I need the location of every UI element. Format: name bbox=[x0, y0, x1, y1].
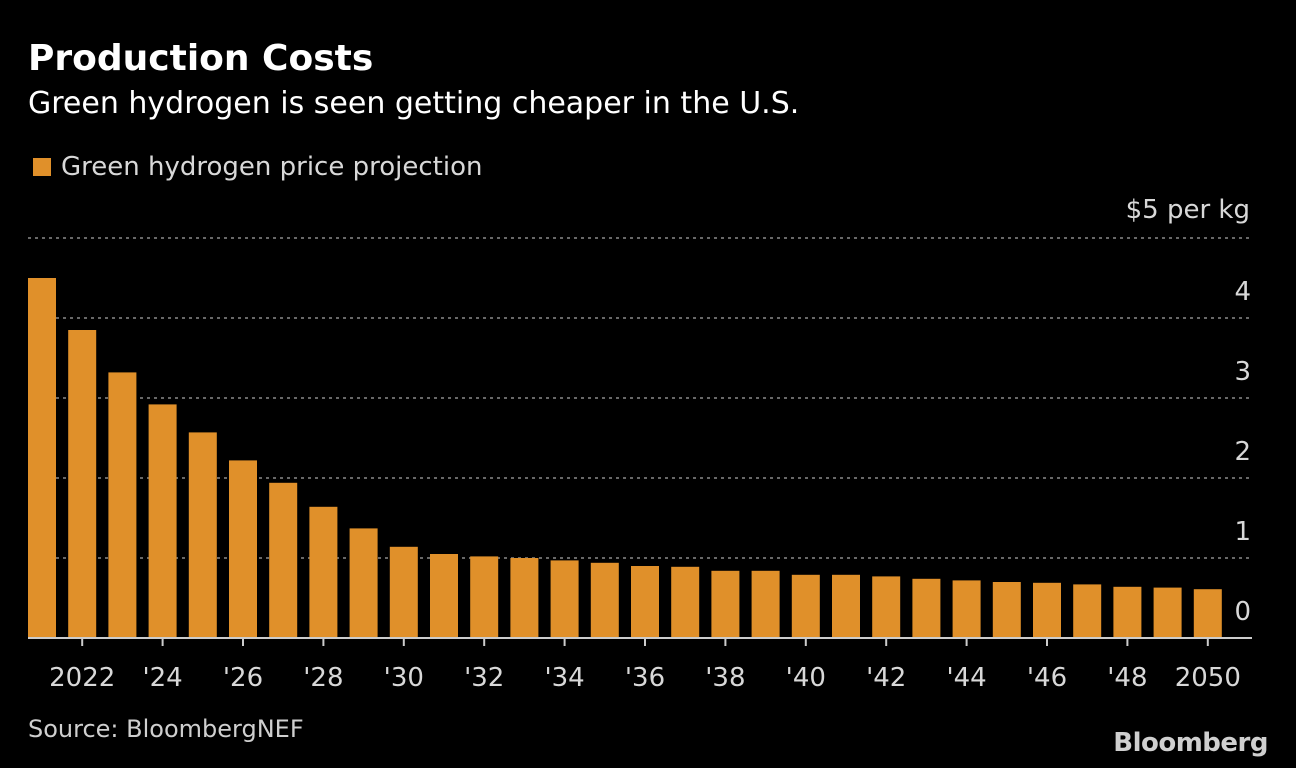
bar-2047 bbox=[1073, 584, 1102, 638]
bar-chart: 0 1 2 3 4 2022 '24 '26 '28 '30 '32 '34 '36 '38 '40 '42… bbox=[28, 237, 1252, 693]
legend-swatch bbox=[33, 158, 51, 176]
bar-2044 bbox=[952, 580, 981, 638]
bar-2038 bbox=[711, 570, 740, 638]
x-tick-label: '48 bbox=[1107, 663, 1147, 693]
legend: Green hydrogen price projection bbox=[33, 152, 482, 182]
chart-subtitle: Green hydrogen is seen getting cheaper i… bbox=[28, 86, 800, 121]
bar-2026 bbox=[229, 460, 257, 638]
bar-2028 bbox=[309, 506, 338, 638]
bar-2037 bbox=[671, 566, 700, 638]
bar-2035 bbox=[590, 562, 619, 638]
x-tick-label: '32 bbox=[464, 663, 504, 693]
bar-2040 bbox=[791, 574, 820, 638]
bar-2022 bbox=[68, 330, 97, 638]
chart-title: Production Costs bbox=[28, 38, 374, 79]
y-tick-label: 3 bbox=[1234, 357, 1251, 387]
x-tick-label: '28 bbox=[303, 663, 343, 693]
x-tick-label: '44 bbox=[946, 663, 986, 693]
x-tick-label: '36 bbox=[625, 663, 665, 693]
bar-2034 bbox=[550, 560, 579, 638]
bar-2045 bbox=[992, 582, 1021, 638]
bar-2050 bbox=[1193, 589, 1222, 638]
bar-2049 bbox=[1153, 587, 1182, 638]
x-tick-label: '24 bbox=[142, 663, 182, 693]
bar-2036 bbox=[631, 566, 659, 638]
y-axis-ticks: 0 1 2 3 4 bbox=[1234, 277, 1251, 627]
y-tick-label: 2 bbox=[1234, 437, 1251, 467]
bar-2030 bbox=[389, 546, 418, 638]
y-tick-label: 0 bbox=[1234, 597, 1251, 627]
bar-2033 bbox=[510, 558, 539, 638]
bar-2031 bbox=[430, 554, 458, 638]
bar-2021 bbox=[28, 278, 56, 638]
x-tick-label: '30 bbox=[384, 663, 424, 693]
bar-2046 bbox=[1033, 582, 1061, 638]
bloomberg-logo: Bloomberg bbox=[1113, 728, 1268, 758]
x-tick-label: '40 bbox=[786, 663, 826, 693]
source-note: Source: BloombergNEF bbox=[28, 715, 304, 743]
x-tick-label: '26 bbox=[223, 663, 263, 693]
x-tick-label: '46 bbox=[1027, 663, 1067, 693]
x-tick-label: 2022 bbox=[49, 663, 115, 693]
bar-2048 bbox=[1113, 586, 1142, 638]
bar-2025 bbox=[188, 432, 217, 638]
bar-2043 bbox=[912, 578, 941, 638]
bar-2042 bbox=[872, 576, 901, 638]
bar-2024 bbox=[148, 404, 177, 638]
y-tick-label: 1 bbox=[1234, 517, 1251, 547]
x-tick-label: 2050 bbox=[1175, 663, 1241, 693]
bar-2029 bbox=[349, 528, 378, 638]
bar-2023 bbox=[108, 372, 137, 638]
bar-2027 bbox=[269, 482, 298, 638]
bar-2032 bbox=[470, 556, 499, 638]
x-tick-label: '38 bbox=[705, 663, 745, 693]
y-axis-unit-label: $5 per kg bbox=[1125, 195, 1250, 225]
legend-label: Green hydrogen price projection bbox=[61, 152, 483, 182]
y-tick-label: 4 bbox=[1234, 277, 1251, 307]
x-tick-label: '42 bbox=[866, 663, 906, 693]
x-axis-ticks: 2022 '24 '26 '28 '30 '32 '34 '36 '38 '40 '42 '44 '46… bbox=[49, 638, 1241, 693]
bar-2039 bbox=[751, 570, 780, 638]
bars bbox=[28, 278, 1252, 639]
bar-2041 bbox=[832, 574, 860, 638]
x-tick-label: '34 bbox=[544, 663, 584, 693]
